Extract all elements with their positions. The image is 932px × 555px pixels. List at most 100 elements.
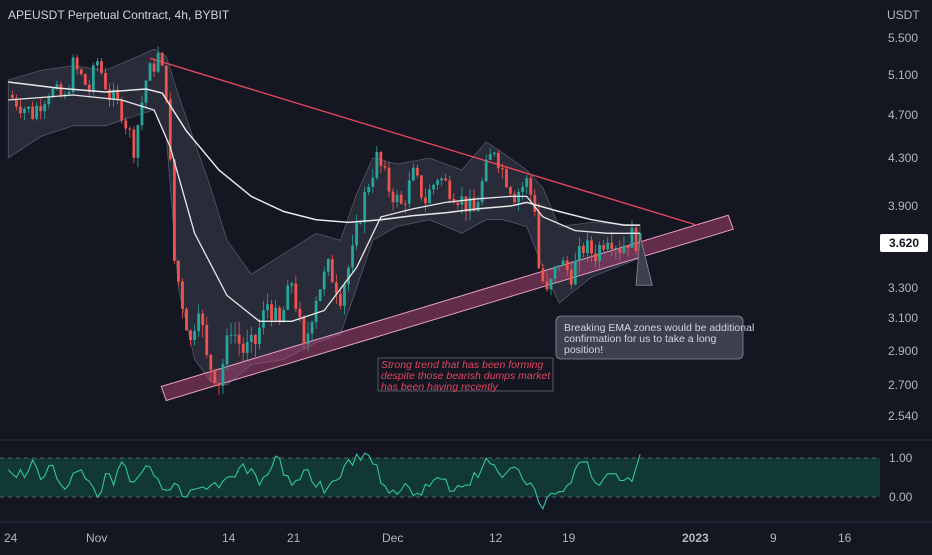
price-tick-label: 3.900	[888, 199, 918, 213]
candle-body	[278, 307, 282, 323]
rsi-level-lower-label: 0.00	[889, 490, 913, 504]
price-tick-label: 4.700	[888, 108, 918, 122]
candle-body	[164, 65, 168, 100]
candle-body	[233, 334, 237, 336]
candle-body	[492, 152, 496, 155]
candle-body	[501, 168, 504, 170]
candle-body	[586, 240, 589, 254]
candle-body	[160, 52, 164, 66]
candle-body	[156, 52, 160, 72]
candle-body	[379, 151, 383, 167]
time-tick-label: 19	[562, 531, 576, 545]
candle-body	[314, 300, 318, 323]
candle-body	[387, 167, 391, 192]
annotation-ema[interactable]: Breaking EMA zones would be additional c…	[555, 315, 754, 360]
candle-body	[561, 260, 565, 266]
candle-body	[310, 322, 314, 334]
candle-body	[355, 223, 358, 246]
candle-body	[282, 309, 286, 323]
time-tick-label: 16	[838, 531, 852, 545]
price-tick-label: 3.300	[888, 281, 918, 295]
candlestick-series	[10, 46, 642, 396]
time-tick-label: 9	[770, 531, 777, 545]
candle-body	[286, 285, 290, 310]
candle-body	[128, 128, 132, 130]
chart-title: APEUSDT Perpetual Contract, 4h, BYBIT	[8, 8, 230, 22]
candle-body	[411, 167, 415, 181]
candle-body	[221, 364, 225, 386]
candle-body	[359, 222, 363, 224]
candle-body	[79, 69, 83, 75]
candle-body	[19, 106, 22, 114]
callout-pointer	[635, 235, 653, 286]
candle-body	[91, 65, 95, 92]
candle-body	[104, 72, 107, 90]
time-tick-label: 12	[489, 531, 503, 545]
candle-body	[15, 98, 18, 107]
candle-body	[533, 194, 537, 212]
time-tick-label: 21	[287, 531, 301, 545]
candle-body	[177, 260, 180, 282]
candle-body	[10, 95, 14, 99]
candle-body	[201, 313, 205, 326]
time-tick-label: Nov	[86, 531, 107, 545]
candle-body	[525, 178, 529, 187]
candle-body	[213, 369, 217, 384]
candle-body	[375, 151, 379, 178]
rsi-band	[0, 458, 880, 497]
candle-body	[136, 125, 140, 158]
candle-body	[217, 383, 221, 386]
candle-body	[108, 89, 111, 101]
candle-body	[630, 227, 634, 248]
candle-body	[189, 330, 192, 341]
resistance-trendline[interactable]	[149, 57, 698, 226]
time-tick-label: 24	[4, 531, 18, 545]
candle-body	[537, 211, 541, 269]
candle-body	[383, 166, 387, 168]
candle-body	[241, 343, 245, 353]
candle-body	[262, 310, 265, 328]
candle-body	[553, 266, 557, 279]
price-tick-label: 2.700	[888, 378, 918, 392]
candle-body	[573, 260, 577, 285]
candle-body	[529, 178, 533, 195]
support-trend-band[interactable]	[160, 214, 734, 402]
candle-body	[476, 202, 480, 212]
time-tick-label: 14	[222, 531, 236, 545]
candle-body	[496, 152, 500, 169]
time-axis[interactable]: 24 Nov 14 21 Dec 12 19 2023 9 16	[4, 531, 852, 545]
candle-body	[622, 245, 626, 253]
current-price-label: 3.620	[889, 236, 919, 250]
candle-body	[116, 89, 120, 100]
candle-body	[100, 61, 103, 73]
candle-body	[420, 175, 423, 198]
ema-slow-line	[8, 81, 641, 226]
candle-body	[124, 120, 128, 129]
annotation-trend[interactable]: Strong trend that has been forming despi…	[377, 357, 554, 393]
candle-body	[298, 308, 302, 318]
candle-body	[322, 271, 326, 290]
candle-body	[225, 335, 229, 365]
annotation-trend-line-3: has been having recently	[381, 381, 498, 393]
candle-body	[27, 106, 30, 109]
candle-body	[209, 354, 213, 370]
annotation-trend-box	[377, 357, 554, 392]
candle-body	[367, 186, 371, 193]
candle-body	[505, 169, 508, 188]
candle-body	[565, 260, 569, 270]
candle-body	[606, 242, 610, 250]
candle-body	[96, 61, 99, 66]
candle-body	[35, 105, 39, 119]
candle-body	[545, 281, 549, 290]
candle-body	[120, 99, 124, 121]
time-tick-label: 2023	[682, 531, 709, 545]
candle-body	[541, 268, 545, 282]
candle-body	[245, 342, 249, 353]
price-axis[interactable]: 5.500 5.100 4.700 4.300 3.900 3.300 3.100 2.900…	[888, 31, 918, 423]
candle-body	[71, 57, 75, 93]
candle-body	[197, 313, 201, 332]
candle-body	[456, 202, 460, 205]
candle-body	[47, 96, 51, 105]
